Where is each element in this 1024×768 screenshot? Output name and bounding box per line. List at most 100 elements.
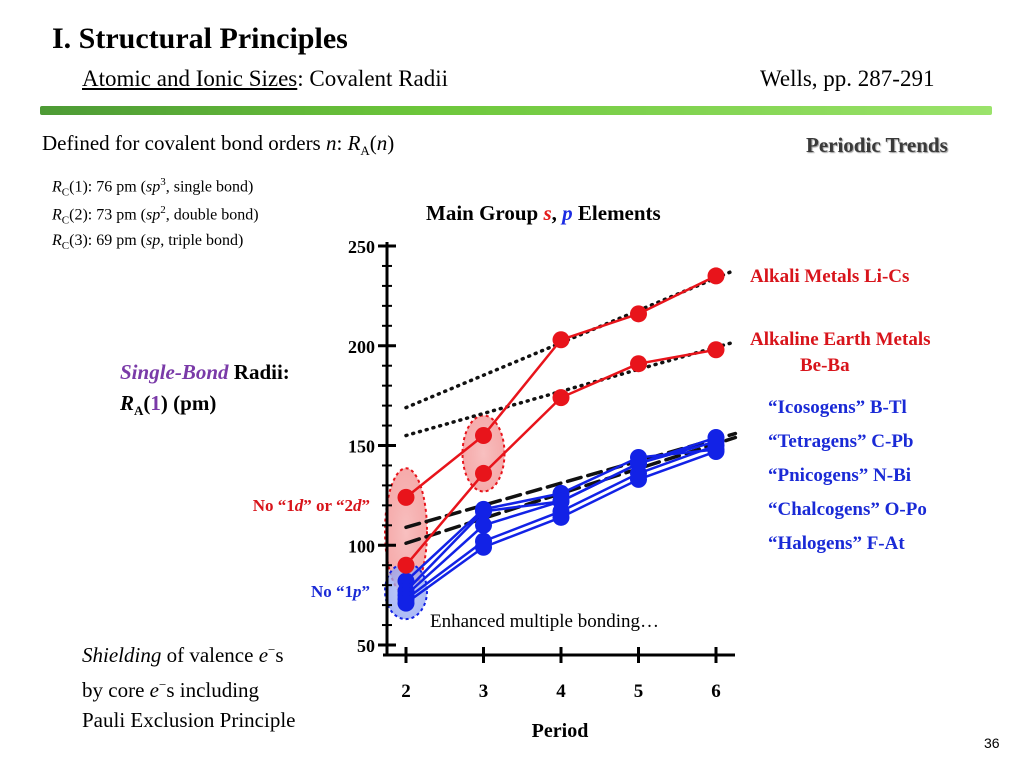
definition-paren-close: ) (387, 131, 395, 155)
y-tick-label: 150 (348, 437, 375, 457)
single-bond-one: 1 (150, 391, 161, 415)
x-tick-label: 2 (401, 681, 411, 702)
data-point (630, 470, 647, 488)
rc-line-double: RC(2): 73 pm (sp2, double bond) (52, 204, 259, 227)
data-point (552, 508, 570, 526)
annotation-part: No “1 (311, 582, 353, 601)
annotation-part: d (353, 496, 362, 515)
shielding-rest: of valence (161, 643, 259, 667)
rc-order: (2): 73 pm ( (69, 206, 146, 224)
data-point (707, 267, 725, 285)
y-axis-description: Single-Bond Radii: RA(1) (pm) (120, 357, 290, 426)
chart-title-p: p (562, 201, 573, 225)
definition-sub: A (360, 143, 370, 159)
single-bond-paren-close: ) (pm) (160, 391, 217, 415)
chart-title-main: Main Group (426, 201, 544, 225)
definition-R: R (347, 131, 361, 155)
single-bond-R: R (120, 391, 135, 415)
rc-line-single: RC(1): 76 pm (sp3, single bond) (52, 176, 253, 199)
data-point (397, 594, 415, 612)
legend-label: “Pnicogens” N-Bi (768, 465, 911, 486)
rc-sub: C (61, 214, 70, 227)
annotation-part: ” (362, 496, 371, 515)
x-tick-label: 4 (556, 681, 566, 702)
rc-desc: , triple bond) (160, 232, 244, 249)
shielding-line2-start: by core (82, 678, 150, 702)
data-point (707, 341, 725, 359)
chart-axes: 50 100 150 200 250 2 3 4 5 6 Period (348, 237, 735, 742)
data-point (552, 331, 570, 349)
subtitle-underlined: Atomic and Ionic Sizes (82, 66, 298, 91)
shielding-s2: s including (166, 678, 260, 702)
rc-sup: 2 (160, 204, 166, 216)
rc-R: R (52, 232, 62, 249)
single-bond-sub: A (134, 403, 144, 419)
rc-sub: C (61, 240, 70, 253)
chart-title: Main Group s, p Elements (426, 201, 661, 226)
legend-label: “Chalcogens” O-Po (768, 499, 927, 520)
x-tick-label: 6 (711, 681, 721, 702)
rc-hyb: sp (146, 206, 161, 224)
annotation-part: ” or “2 (303, 496, 353, 515)
multiple-bonding-annotation: Enhanced multiple bonding… (430, 611, 659, 632)
data-point (397, 488, 415, 506)
chart-title-s: s (543, 201, 552, 225)
data-point (630, 305, 647, 323)
definition-paren-open: ( (369, 131, 377, 155)
trend-lines (404, 268, 738, 546)
y-tick-label: 200 (348, 337, 375, 357)
page-number: 36 (984, 735, 1000, 751)
rc-desc: , double bond) (165, 206, 259, 224)
data-point (397, 556, 415, 574)
chart-title-comma: , (551, 201, 563, 225)
rc-desc: , single bond) (165, 178, 254, 196)
data-point (707, 442, 725, 460)
rc-sub: C (61, 186, 70, 199)
subtitle-rest: : Covalent Radii (297, 66, 449, 91)
data-point (475, 427, 492, 445)
data-point (475, 464, 492, 482)
rc-line-triple: RC(3): 69 pm (sp, triple bond) (52, 232, 243, 252)
legend-label: “Tetragens” C-Pb (768, 431, 914, 452)
periodic-trends-heading: Periodic Trends (806, 133, 948, 157)
shielding-sup2: − (158, 677, 167, 692)
shielding-s1: s (275, 643, 284, 667)
definition-prefix: Defined for covalent bond orders (42, 131, 326, 155)
data-point (475, 502, 492, 520)
annotation-part: No “1 (253, 496, 295, 515)
no-1p-annotation: No “1p” (311, 582, 370, 601)
y-tick-label: 50 (357, 636, 375, 656)
dashed-trend-line (404, 435, 738, 546)
data-point (552, 389, 570, 407)
single-bond-paren-open: ( (143, 391, 151, 415)
rc-order: (3): 69 pm ( (69, 232, 146, 249)
series-layer (397, 267, 725, 612)
title-divider (40, 106, 992, 115)
shielding-line3: Pauli Exclusion Principle (82, 708, 296, 732)
y-tick-label: 250 (348, 237, 375, 257)
rc-R: R (52, 178, 62, 196)
chart-labels: Alkali Metals Li-Cs Alkaline Earth Metals… (253, 266, 931, 632)
x-tick-label: 3 (479, 681, 489, 702)
single-bond-word: Radii: (228, 360, 290, 384)
annotation-part: d (295, 496, 304, 515)
chart-title-rest: Elements (572, 201, 661, 225)
definition-paren-n: n (376, 131, 388, 155)
shielding-sup1: − (268, 642, 276, 657)
legend-label: “Halogens” F-At (768, 533, 905, 554)
subtitle: Atomic and Ionic Sizes: Covalent Radii (82, 66, 448, 92)
slide-title: I. Structural Principles (52, 22, 348, 55)
data-point (630, 355, 647, 373)
rc-hyb: sp (146, 178, 161, 196)
legend-label: Alkali Metals Li-Cs (750, 266, 909, 287)
shielding-note: Shielding of valence e−s by core e−s incl… (82, 635, 295, 735)
definition-line: Defined for covalent bond orders n: RA(n… (42, 131, 394, 159)
single-bond-italic: Single-Bond (120, 360, 229, 384)
period-2-red-highlight (384, 467, 428, 596)
x-axis-label: Period (532, 720, 589, 742)
definition-n: n (325, 131, 337, 155)
shielding-e1: e (258, 643, 269, 667)
data-point (475, 516, 492, 534)
no-1d-2d-annotation: No “1d” or “2d” (253, 496, 370, 515)
